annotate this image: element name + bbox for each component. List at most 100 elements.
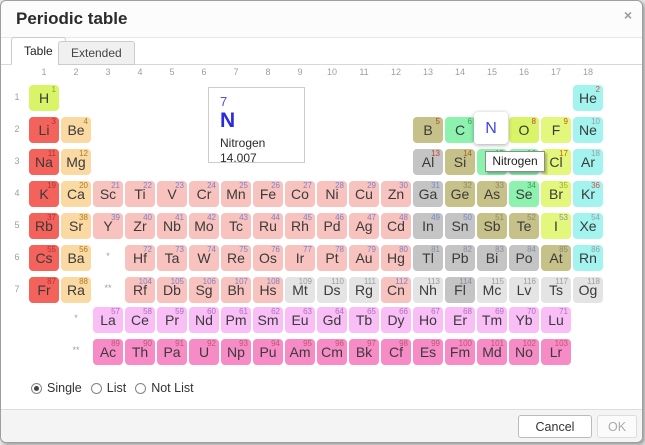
element-cell-Rf[interactable]: 104 Rf xyxy=(125,277,155,303)
element-cell-Cs[interactable]: 55 Cs xyxy=(29,245,59,271)
element-cell-Ca[interactable]: 20 Ca xyxy=(61,181,91,207)
element-cell-Nd[interactable]: 60 Nd xyxy=(189,307,219,333)
element-cell-Pr[interactable]: 59 Pr xyxy=(157,307,187,333)
element-cell-Re[interactable]: 75 Re xyxy=(221,245,251,271)
element-cell-Sm[interactable]: 62 Sm xyxy=(253,307,283,333)
ok-button[interactable]: OK xyxy=(597,415,637,438)
element-cell-Lv[interactable]: 116 Lv xyxy=(509,277,539,303)
element-cell-Cr[interactable]: 24 Cr xyxy=(189,181,219,207)
element-cell-Sc[interactable]: 21 Sc xyxy=(93,181,123,207)
element-cell-Bk[interactable]: 97 Bk xyxy=(349,339,379,365)
element-cell-Ge[interactable]: 32 Ge xyxy=(445,181,475,207)
element-cell-Tm[interactable]: 69 Tm xyxy=(477,307,507,333)
element-cell-Rg[interactable]: 111 Rg xyxy=(349,277,379,303)
element-cell-Mg[interactable]: 12 Mg xyxy=(61,149,91,175)
element-cell-Cf[interactable]: 98 Cf xyxy=(381,339,411,365)
element-cell-Rh[interactable]: 45 Rh xyxy=(285,213,315,239)
element-cell-Al[interactable]: 13 Al xyxy=(413,149,443,175)
element-cell-Th[interactable]: 90 Th xyxy=(125,339,155,365)
element-cell-As[interactable]: 33 As xyxy=(477,181,507,207)
element-cell-Pu[interactable]: 94 Pu xyxy=(253,339,283,365)
element-cell-Mo[interactable]: 42 Mo xyxy=(189,213,219,239)
element-cell-V[interactable]: 23 V xyxy=(157,181,187,207)
element-cell-Ce[interactable]: 58 Ce xyxy=(125,307,155,333)
element-cell-Dy[interactable]: 66 Dy xyxy=(381,307,411,333)
element-cell-Se[interactable]: 34 Se xyxy=(509,181,539,207)
element-cell-Y[interactable]: 39 Y xyxy=(93,213,123,239)
radio-list[interactable]: List xyxy=(90,381,126,395)
element-cell-Tc[interactable]: 43 Tc xyxy=(221,213,251,239)
element-cell-Cu[interactable]: 29 Cu xyxy=(349,181,379,207)
element-cell-He[interactable]: 2 He xyxy=(573,85,603,111)
element-cell-W[interactable]: 74 W xyxy=(189,245,219,271)
tab-extended[interactable]: Extended xyxy=(58,41,135,65)
element-cell-Br[interactable]: 35 Br xyxy=(541,181,571,207)
element-cell-Pa[interactable]: 91 Pa xyxy=(157,339,187,365)
element-cell-Fm[interactable]: 100 Fm xyxy=(445,339,475,365)
element-cell-Sn[interactable]: 50 Sn xyxy=(445,213,475,239)
element-cell-Yb[interactable]: 70 Yb xyxy=(509,307,539,333)
element-cell-Ar[interactable]: 18 Ar xyxy=(573,149,603,175)
element-cell-At[interactable]: 85 At xyxy=(541,245,571,271)
element-cell-Fr[interactable]: 87 Fr xyxy=(29,277,59,303)
element-cell-Nh[interactable]: 113 Nh xyxy=(413,277,443,303)
element-cell-N[interactable]: N xyxy=(474,112,508,144)
element-cell-Tl[interactable]: 81 Tl xyxy=(413,245,443,271)
element-cell-Md[interactable]: 101 Md xyxy=(477,339,507,365)
element-cell-Sg[interactable]: 106 Sg xyxy=(189,277,219,303)
element-cell-Ir[interactable]: 77 Ir xyxy=(285,245,315,271)
element-cell-Bi[interactable]: 83 Bi xyxy=(477,245,507,271)
element-cell-Kr[interactable]: 36 Kr xyxy=(573,181,603,207)
element-cell-Np[interactable]: 93 Np xyxy=(221,339,251,365)
element-cell-Ru[interactable]: 44 Ru xyxy=(253,213,283,239)
element-cell-Te[interactable]: 52 Te xyxy=(509,213,539,239)
element-cell-Ba[interactable]: 56 Ba xyxy=(61,245,91,271)
element-cell-Ne[interactable]: 10 Ne xyxy=(573,117,603,143)
element-cell-Ds[interactable]: 110 Ds xyxy=(317,277,347,303)
radio-single[interactable]: Single xyxy=(31,381,82,395)
element-cell-I[interactable]: 53 I xyxy=(541,213,571,239)
element-cell-Lu[interactable]: 71 Lu xyxy=(541,307,571,333)
element-cell-Db[interactable]: 105 Db xyxy=(157,277,187,303)
element-cell-Na[interactable]: 11 Na xyxy=(29,149,59,175)
element-cell-Pd[interactable]: 46 Pd xyxy=(317,213,347,239)
element-cell-Er[interactable]: 68 Er xyxy=(445,307,475,333)
close-icon[interactable]: × xyxy=(623,7,632,23)
element-cell-Hg[interactable]: 80 Hg xyxy=(381,245,411,271)
tab-table[interactable]: Table xyxy=(11,37,66,65)
element-cell-Cl[interactable]: 17 Cl xyxy=(541,149,571,175)
element-cell-Sb[interactable]: 51 Sb xyxy=(477,213,507,239)
element-cell-Fl[interactable]: 114 Fl xyxy=(445,277,475,303)
element-cell-Li[interactable]: 3 Li xyxy=(29,117,59,143)
element-cell-Ra[interactable]: 88 Ra xyxy=(61,277,91,303)
element-cell-Rn[interactable]: 86 Rn xyxy=(573,245,603,271)
element-cell-Po[interactable]: 84 Po xyxy=(509,245,539,271)
element-cell-U[interactable]: 92 U xyxy=(189,339,219,365)
element-cell-Si[interactable]: 14 Si xyxy=(445,149,475,175)
element-cell-La[interactable]: 57 La xyxy=(93,307,123,333)
element-cell-Am[interactable]: 95 Am xyxy=(285,339,315,365)
element-cell-Mt[interactable]: 109 Mt xyxy=(285,277,315,303)
element-cell-Ho[interactable]: 67 Ho xyxy=(413,307,443,333)
element-cell-Mn[interactable]: 25 Mn xyxy=(221,181,251,207)
element-cell-Sr[interactable]: 38 Sr xyxy=(61,213,91,239)
cancel-button[interactable]: Cancel xyxy=(518,415,592,438)
element-cell-Ac[interactable]: 89 Ac xyxy=(93,339,123,365)
element-cell-Be[interactable]: 4 Be xyxy=(61,117,91,143)
element-cell-K[interactable]: 19 K xyxy=(29,181,59,207)
element-cell-In[interactable]: 49 In xyxy=(413,213,443,239)
element-cell-Ts[interactable]: 117 Ts xyxy=(541,277,571,303)
element-cell-Pt[interactable]: 78 Pt xyxy=(317,245,347,271)
element-cell-Bh[interactable]: 107 Bh xyxy=(221,277,251,303)
element-cell-Es[interactable]: 99 Es xyxy=(413,339,443,365)
element-cell-Os[interactable]: 76 Os xyxy=(253,245,283,271)
element-cell-Ag[interactable]: 47 Ag xyxy=(349,213,379,239)
element-cell-Lr[interactable]: 103 Lr xyxy=(541,339,571,365)
element-cell-Og[interactable]: 118 Og xyxy=(573,277,603,303)
element-cell-Tb[interactable]: 65 Tb xyxy=(349,307,379,333)
element-cell-Eu[interactable]: 63 Eu xyxy=(285,307,315,333)
